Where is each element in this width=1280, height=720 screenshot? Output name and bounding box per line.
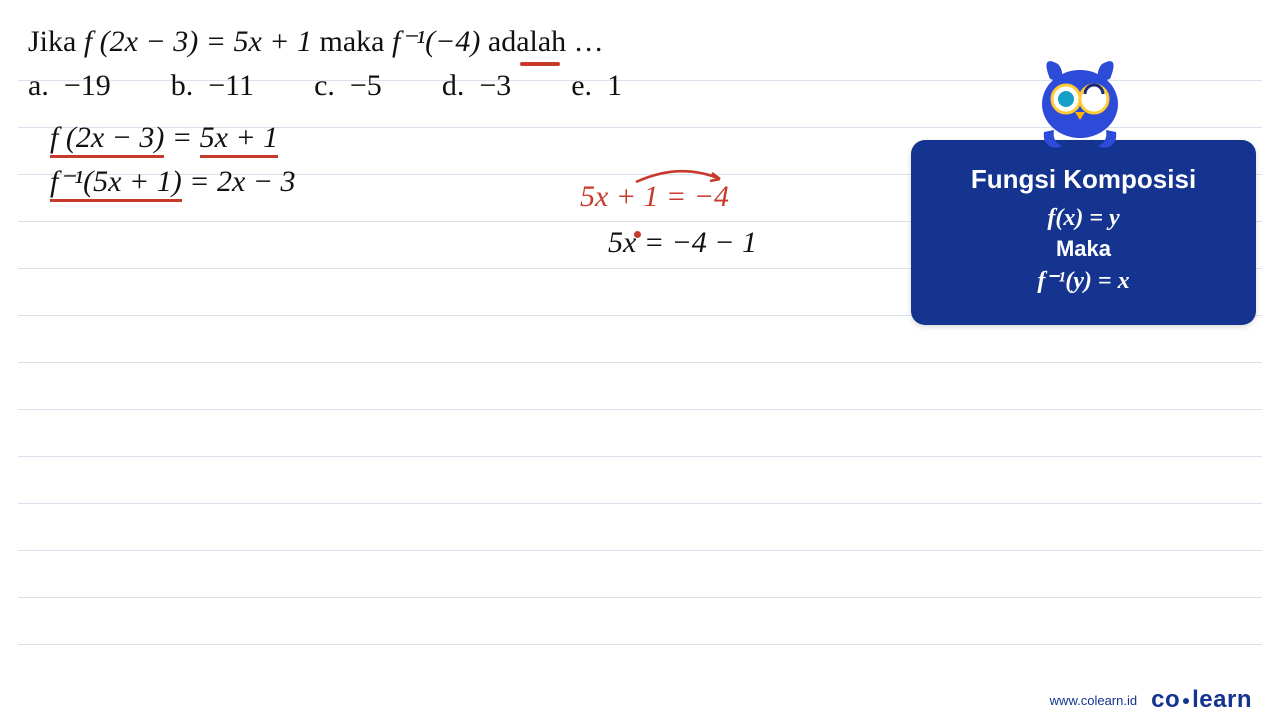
annotation-underline-neg4 (520, 62, 560, 66)
option-c[interactable]: c. −5 (314, 69, 382, 103)
q-expr-rhs: f⁻¹(−4) (392, 25, 480, 58)
card-title: Fungsi Komposisi (929, 164, 1238, 195)
red-dot-icon (634, 231, 641, 238)
work-line-2: f⁻¹(5x + 1) = 2x − 3 (50, 164, 296, 202)
work2-rhs: = 2x − 3 (182, 165, 296, 198)
brand-dot-icon (1183, 698, 1189, 704)
option-d[interactable]: d. −3 (442, 69, 511, 103)
q-mid: maka (312, 25, 392, 58)
card-row-1: f(x) = y (929, 205, 1238, 232)
q-tail: adalah … (480, 25, 603, 58)
option-b[interactable]: b. −11 (171, 69, 254, 103)
work-line-1: f (2x − 3) = 5x + 1 (50, 121, 278, 158)
right-eq-2: 5x = −4 − 1 (580, 226, 757, 260)
mascot-owl-icon (1020, 44, 1140, 154)
work1-rhs: 5x + 1 (200, 121, 279, 158)
q-intro: Jika (28, 25, 84, 58)
info-card: Fungsi Komposisi f(x) = y Maka f⁻¹(y) = … (911, 140, 1256, 325)
work2-lhs: f⁻¹(5x + 1) (50, 164, 182, 202)
brand-right: learn (1192, 686, 1252, 713)
card-row-2: f⁻¹(y) = x (929, 266, 1238, 295)
footer: www.colearn.id colearn (0, 680, 1280, 720)
work1-lhs: f (2x − 3) (50, 121, 164, 158)
q-expr-lhs: f (2x − 3) = 5x + 1 (84, 25, 312, 58)
card-mid: Maka (929, 236, 1238, 262)
brand-left: co (1151, 686, 1180, 713)
work1-eq: = (164, 121, 199, 154)
option-a[interactable]: a. −19 (28, 69, 111, 103)
option-e[interactable]: e. 1 (571, 69, 622, 103)
footer-url: www.colearn.id (1050, 693, 1137, 708)
footer-brand: colearn (1151, 686, 1252, 714)
